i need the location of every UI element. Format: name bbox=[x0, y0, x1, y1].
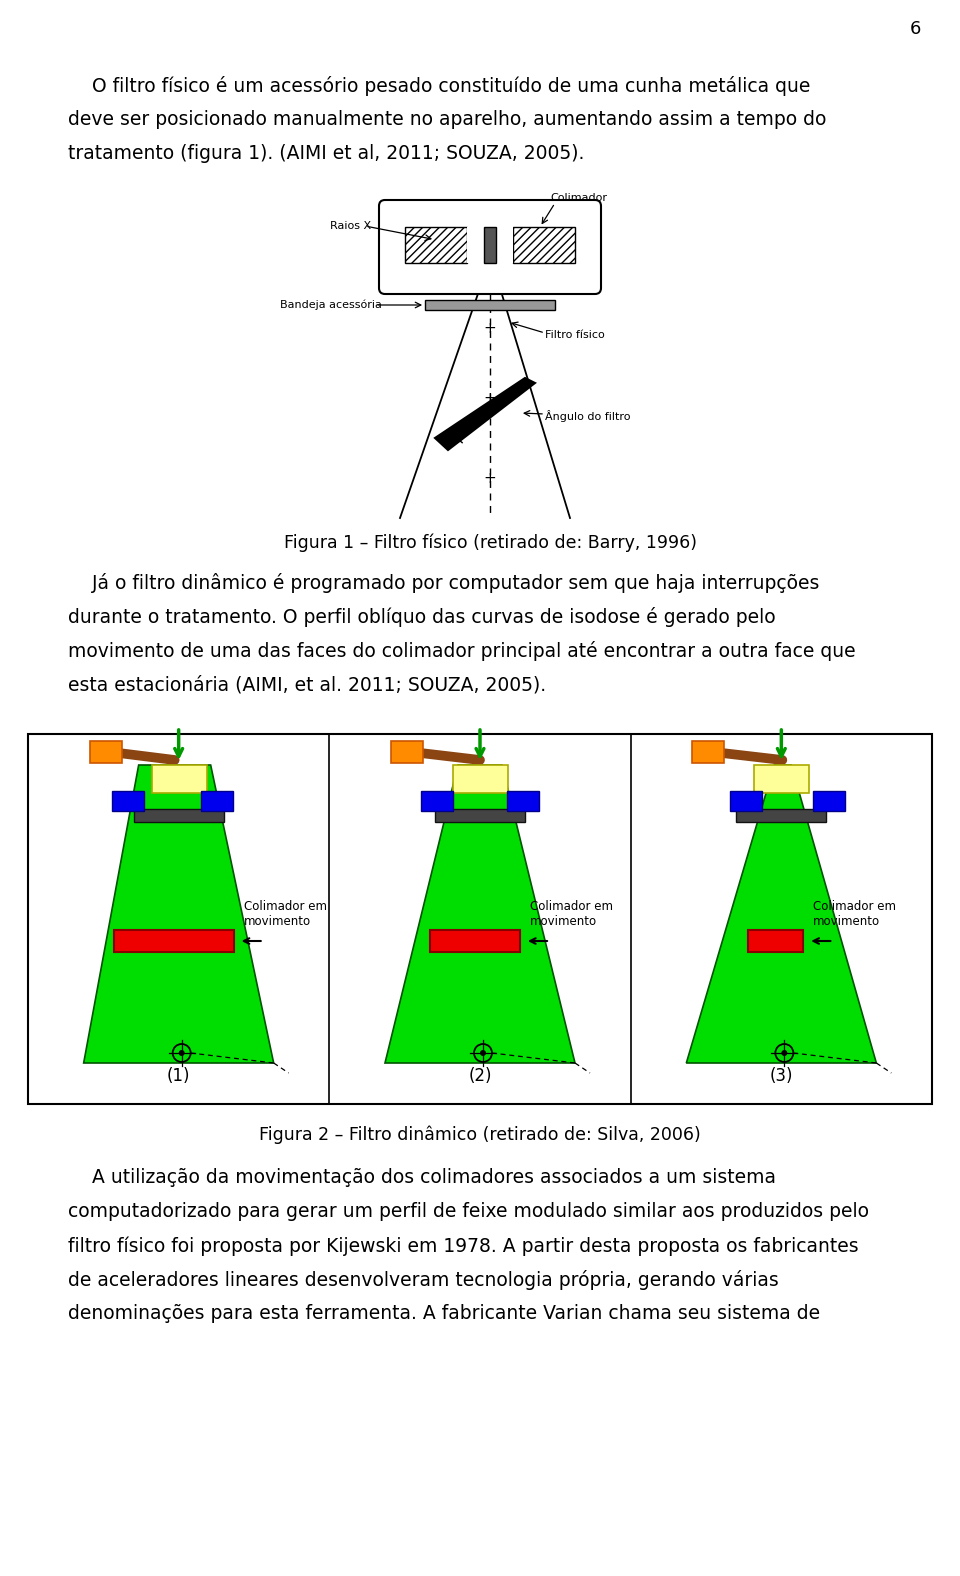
Bar bbox=[113, 930, 233, 952]
Text: +: + bbox=[484, 471, 496, 485]
Text: esta estacionária (AIMI, et al. 2011; SOUZA, 2005).: esta estacionária (AIMI, et al. 2011; SO… bbox=[68, 675, 546, 693]
FancyBboxPatch shape bbox=[379, 200, 601, 295]
Text: computadorizado para gerar um perfil de feixe modulado similar aos produzidos pe: computadorizado para gerar um perfil de … bbox=[68, 1202, 869, 1221]
Bar bbox=[28, 734, 932, 1105]
Bar bbox=[731, 791, 762, 812]
Bar bbox=[513, 227, 575, 263]
Text: Colimador em
movimento: Colimador em movimento bbox=[530, 900, 613, 928]
Polygon shape bbox=[84, 764, 274, 1062]
Text: Filtro físico: Filtro físico bbox=[545, 329, 605, 340]
Text: deve ser posicionado manualmente no aparelho, aumentando assim a tempo do: deve ser posicionado manualmente no apar… bbox=[68, 110, 827, 129]
Text: Já o filtro dinâmico é programado por computador sem que haja interrupções: Já o filtro dinâmico é programado por co… bbox=[68, 574, 820, 593]
Text: Bandeja acessória: Bandeja acessória bbox=[280, 299, 382, 310]
Bar bbox=[755, 764, 809, 793]
Text: Colimador em
movimento: Colimador em movimento bbox=[244, 900, 326, 928]
Bar bbox=[391, 741, 423, 763]
Text: movimento de uma das faces do colimador principal até encontrar a outra face que: movimento de uma das faces do colimador … bbox=[68, 641, 855, 660]
Bar bbox=[692, 741, 725, 763]
Bar bbox=[405, 227, 467, 263]
Circle shape bbox=[179, 1050, 184, 1056]
Text: Colimador: Colimador bbox=[550, 192, 607, 203]
Bar bbox=[749, 930, 804, 952]
Text: Colimador em
movimento: Colimador em movimento bbox=[813, 900, 897, 928]
Bar bbox=[484, 227, 496, 263]
Text: (2): (2) bbox=[468, 1067, 492, 1084]
Bar bbox=[736, 808, 827, 823]
Text: O filtro físico é um acessório pesado constituído de uma cunha metálica que: O filtro físico é um acessório pesado co… bbox=[68, 76, 810, 96]
Text: (3): (3) bbox=[770, 1067, 793, 1084]
Bar bbox=[111, 791, 144, 812]
Text: A utilização da movimentação dos colimadores associados a um sistema: A utilização da movimentação dos colimad… bbox=[68, 1168, 776, 1187]
Bar bbox=[813, 791, 846, 812]
Bar bbox=[430, 930, 520, 952]
Text: tratamento (figura 1). (AIMI et al, 2011; SOUZA, 2005).: tratamento (figura 1). (AIMI et al, 2011… bbox=[68, 143, 585, 162]
Text: de aceleradores lineares desenvolveram tecnologia própria, gerando várias: de aceleradores lineares desenvolveram t… bbox=[68, 1270, 779, 1291]
Bar bbox=[507, 791, 539, 812]
Text: Ângulo do filtro: Ângulo do filtro bbox=[545, 410, 631, 422]
Text: Figura 1 – Filtro físico (retirado de: Barry, 1996): Figura 1 – Filtro físico (retirado de: B… bbox=[283, 533, 697, 552]
Polygon shape bbox=[686, 764, 876, 1062]
Polygon shape bbox=[385, 764, 575, 1062]
Polygon shape bbox=[435, 378, 535, 451]
Text: denominações para esta ferramenta. A fabricante Varian chama seu sistema de: denominações para esta ferramenta. A fab… bbox=[68, 1303, 820, 1322]
Bar bbox=[421, 791, 453, 812]
Bar bbox=[453, 764, 508, 793]
Text: (1): (1) bbox=[167, 1067, 190, 1084]
Bar bbox=[467, 227, 513, 263]
Text: 6: 6 bbox=[910, 20, 921, 38]
Bar bbox=[133, 808, 224, 823]
Text: filtro físico foi proposta por Kijewski em 1978. A partir desta proposta os fabr: filtro físico foi proposta por Kijewski … bbox=[68, 1236, 858, 1256]
Text: +: + bbox=[484, 391, 496, 405]
Bar bbox=[89, 741, 122, 763]
Text: Raios X: Raios X bbox=[330, 221, 372, 232]
Circle shape bbox=[781, 1050, 787, 1056]
Circle shape bbox=[480, 1050, 486, 1056]
Bar bbox=[425, 299, 555, 310]
Bar bbox=[435, 808, 525, 823]
Text: +: + bbox=[484, 320, 496, 336]
Bar bbox=[152, 764, 206, 793]
Bar bbox=[201, 791, 232, 812]
Text: durante o tratamento. O perfil oblíquo das curvas de isodose é gerado pelo: durante o tratamento. O perfil oblíquo d… bbox=[68, 607, 776, 627]
Text: Figura 2 – Filtro dinâmico (retirado de: Silva, 2006): Figura 2 – Filtro dinâmico (retirado de:… bbox=[259, 1125, 701, 1144]
